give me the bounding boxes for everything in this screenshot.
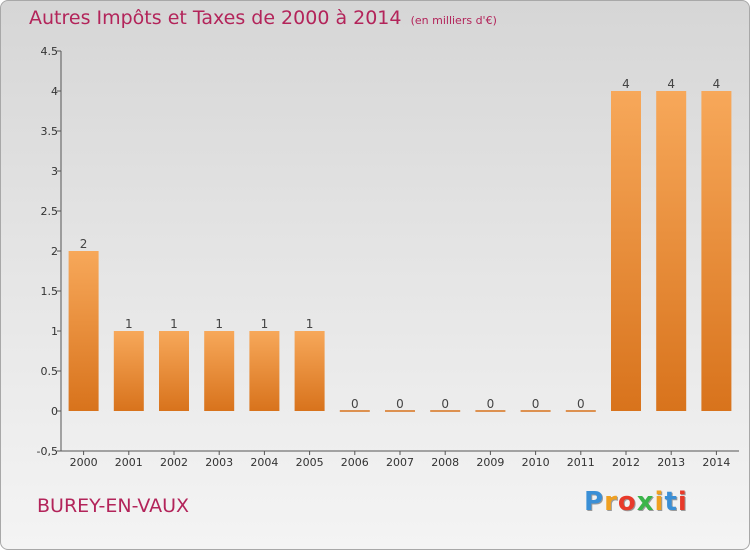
logo-letter: r [604,487,618,517]
bar-2014 [701,91,732,411]
logo-letter: o [617,487,637,517]
x-tick-label-2008: 2008 [431,456,459,469]
bar-2013 [656,91,687,411]
logo-letter: i [677,487,688,517]
x-tick-label-2006: 2006 [341,456,369,469]
value-label-2000: 2 [80,237,88,251]
chart-title-block: Autres Impôts et Taxes de 2000 à 2014 (e… [29,7,497,29]
bar-2002 [159,331,189,411]
value-label-2005: 1 [306,317,314,331]
y-tick-label: 3 [51,165,58,178]
chart-title: Autres Impôts et Taxes de 2000 à 2014 [29,7,402,29]
bar-2003 [204,331,235,411]
x-tick-label-2000: 2000 [70,456,98,469]
value-label-2010: 0 [532,397,540,411]
logo-letter: P [584,487,605,517]
x-tick-label-2007: 2007 [386,456,414,469]
logo-letter: t [664,487,678,517]
x-tick-label-2013: 2013 [657,456,685,469]
y-tick-label: 2 [51,245,58,258]
value-label-2003: 1 [215,317,223,331]
bar-2000 [68,251,99,411]
value-label-2008: 0 [441,397,449,411]
unit-note: (en milliers d'€) [410,14,497,27]
proxiti-logo: Proxiti [584,487,688,517]
y-tick-label: 4.5 [41,45,59,58]
x-tick-label-2003: 2003 [205,456,233,469]
logo-letter: i [654,487,665,517]
bar-2005 [294,331,325,411]
y-tick-label: 4 [51,85,58,98]
x-tick-label-2011: 2011 [567,456,595,469]
bar-2001 [113,331,144,411]
logo-letter: x [636,487,655,517]
x-tick-label-2009: 2009 [476,456,504,469]
value-label-2006: 0 [351,397,359,411]
y-tick-label: -0,5 [37,445,58,458]
value-label-2013: 4 [667,77,675,91]
value-label-2002: 1 [170,317,178,331]
y-tick-label: 0.5 [41,365,59,378]
bar-2012 [611,91,641,411]
x-tick-label-2014: 2014 [702,456,730,469]
y-tick-label: 2.5 [41,205,59,218]
y-tick-label: 3.5 [41,125,59,138]
town-name: BUREY-EN-VAUX [37,495,190,517]
x-tick-label-2010: 2010 [522,456,550,469]
value-label-2009: 0 [487,397,495,411]
x-tick-label-2012: 2012 [612,456,640,469]
x-tick-label-2004: 2004 [250,456,278,469]
value-label-2007: 0 [396,397,404,411]
y-tick-label: 1 [51,325,58,338]
value-label-2004: 1 [261,317,269,331]
bar-2004 [249,331,280,411]
x-tick-label-2005: 2005 [296,456,324,469]
labels: 2 1 1 1 1 1 0 0 0 0 0 0 4 4 4 [80,77,720,411]
y-tick-label: 0 [51,405,58,418]
value-label-2001: 1 [125,317,133,331]
x-tick-label-2002: 2002 [160,456,188,469]
value-label-2014: 4 [713,77,721,91]
y-tick-label: 1.5 [41,285,59,298]
x-tick-label-2001: 2001 [115,456,143,469]
value-label-2012: 4 [622,77,630,91]
value-label-2011: 0 [577,397,585,411]
bars [68,91,732,412]
